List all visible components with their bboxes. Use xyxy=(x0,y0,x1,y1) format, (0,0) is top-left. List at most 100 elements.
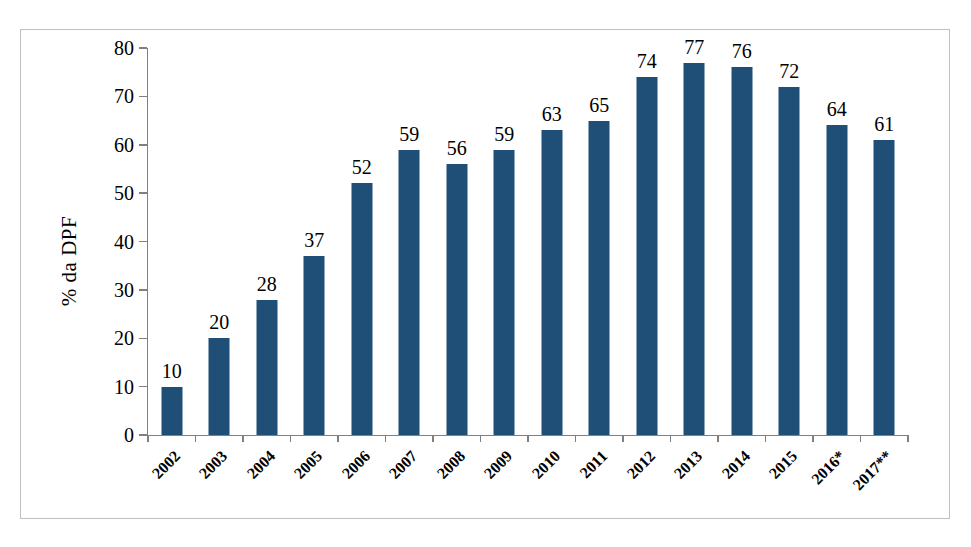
bar-value-label: 72 xyxy=(779,61,799,81)
y-tick-60 xyxy=(139,144,147,146)
category-2010: 632010 xyxy=(528,48,576,435)
bar-2010 xyxy=(541,130,562,435)
bar-value-label: 77 xyxy=(684,37,704,57)
bar-value-label: 65 xyxy=(589,95,609,115)
x-tick xyxy=(385,435,387,442)
x-tick-label-2005: 2005 xyxy=(292,448,326,482)
bar-2005 xyxy=(304,256,325,435)
bar-value-label: 28 xyxy=(257,274,277,294)
y-tick-20 xyxy=(139,338,147,340)
x-tick xyxy=(765,435,767,442)
category-2012: 742012 xyxy=(623,48,671,435)
bar-2016 xyxy=(826,125,847,435)
y-axis-title: % da DPF xyxy=(57,216,82,306)
bar-value-label: 64 xyxy=(827,99,847,119)
x-tick-label-2013: 2013 xyxy=(672,448,706,482)
y-tick-0 xyxy=(139,434,147,436)
category-2007: 592007 xyxy=(386,48,434,435)
bar-2015 xyxy=(779,87,800,435)
bar-value-label: 20 xyxy=(209,312,229,332)
chart-frame: % da DPF 1020022020032820043720055220065… xyxy=(20,29,950,519)
bar-2006 xyxy=(351,183,372,435)
category-2004: 282004 xyxy=(243,48,291,435)
x-tick-label-2002: 2002 xyxy=(149,448,183,482)
bar-value-label: 76 xyxy=(732,41,752,61)
x-tick-label-2016: 2016* xyxy=(808,448,848,488)
y-tick-80 xyxy=(139,47,147,49)
bar-2013 xyxy=(684,63,705,435)
bar-value-label: 59 xyxy=(399,124,419,144)
x-tick-label-2017: 2017** xyxy=(850,448,895,493)
x-tick-label-2015: 2015 xyxy=(767,448,801,482)
bar-value-label: 52 xyxy=(352,157,372,177)
x-tick xyxy=(480,435,482,442)
x-tick-label-2012: 2012 xyxy=(624,448,658,482)
bar-2003 xyxy=(209,338,230,435)
y-tick-label-0: 0 xyxy=(124,425,134,445)
x-tick-label-2011: 2011 xyxy=(577,448,610,481)
category-2009: 592009 xyxy=(481,48,529,435)
y-tick-10 xyxy=(139,386,147,388)
y-tick-70 xyxy=(139,96,147,98)
y-tick-label-40: 40 xyxy=(114,232,134,252)
bar-2008 xyxy=(446,164,467,435)
bar-2017 xyxy=(874,140,895,435)
x-tick xyxy=(812,435,814,442)
x-tick-label-2014: 2014 xyxy=(719,448,753,482)
plot-area: 1020022020032820043720055220065920075620… xyxy=(147,48,908,436)
y-tick-label-80: 80 xyxy=(114,38,134,58)
category-2005: 372005 xyxy=(291,48,339,435)
bar-value-label: 61 xyxy=(874,114,894,134)
category-2015: 722015 xyxy=(766,48,814,435)
x-tick-label-2010: 2010 xyxy=(529,448,563,482)
x-tick xyxy=(432,435,434,442)
y-tick-30 xyxy=(139,289,147,291)
bar-value-label: 37 xyxy=(304,230,324,250)
x-tick-label-2009: 2009 xyxy=(482,448,516,482)
category-2008: 562008 xyxy=(433,48,481,435)
bar-2004 xyxy=(256,300,277,435)
category-2014: 762014 xyxy=(718,48,766,435)
x-tick xyxy=(575,435,577,442)
x-tick xyxy=(337,435,339,442)
bar-2012 xyxy=(636,77,657,435)
bar-value-label: 59 xyxy=(494,124,514,144)
x-tick xyxy=(147,435,149,442)
category-2017: 612017** xyxy=(861,48,909,435)
y-tick-label-20: 20 xyxy=(114,328,134,348)
category-2016: 642016* xyxy=(813,48,861,435)
x-tick-label-2008: 2008 xyxy=(434,448,468,482)
y-tick-label-50: 50 xyxy=(114,183,134,203)
bar-2011 xyxy=(589,121,610,435)
x-tick-label-2004: 2004 xyxy=(244,448,278,482)
y-tick-label-60: 60 xyxy=(114,135,134,155)
y-tick-40 xyxy=(139,241,147,243)
x-tick xyxy=(290,435,292,442)
bar-series: 1020022020032820043720055220065920075620… xyxy=(148,48,908,435)
bar-value-label: 63 xyxy=(542,104,562,124)
x-tick xyxy=(670,435,672,442)
y-tick-label-10: 10 xyxy=(114,377,134,397)
x-tick xyxy=(622,435,624,442)
category-2013: 772013 xyxy=(671,48,719,435)
bar-2007 xyxy=(399,150,420,435)
bar-2014 xyxy=(731,67,752,435)
bar-2002 xyxy=(161,387,182,435)
category-2002: 102002 xyxy=(148,48,196,435)
bar-value-label: 10 xyxy=(162,361,182,381)
category-2011: 652011 xyxy=(576,48,624,435)
y-tick-label-70: 70 xyxy=(114,86,134,106)
category-2003: 202003 xyxy=(196,48,244,435)
x-tick xyxy=(717,435,719,442)
bar-value-label: 56 xyxy=(447,138,467,158)
x-tick-label-2006: 2006 xyxy=(339,448,373,482)
y-tick-label-30: 30 xyxy=(114,280,134,300)
category-2006: 522006 xyxy=(338,48,386,435)
x-tick-label-2007: 2007 xyxy=(387,448,421,482)
bar-2009 xyxy=(494,150,515,435)
x-tick-label-2003: 2003 xyxy=(197,448,231,482)
x-tick xyxy=(527,435,529,442)
x-tick xyxy=(242,435,244,442)
x-tick xyxy=(860,435,862,442)
x-tick xyxy=(195,435,197,442)
